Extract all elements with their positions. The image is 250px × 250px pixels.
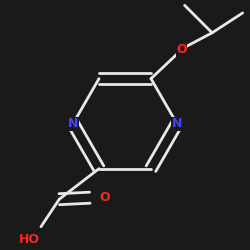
Text: HO: HO — [18, 233, 40, 246]
Text: O: O — [176, 43, 187, 56]
Text: N: N — [172, 117, 182, 130]
Text: O: O — [99, 191, 110, 204]
Text: N: N — [68, 117, 78, 130]
